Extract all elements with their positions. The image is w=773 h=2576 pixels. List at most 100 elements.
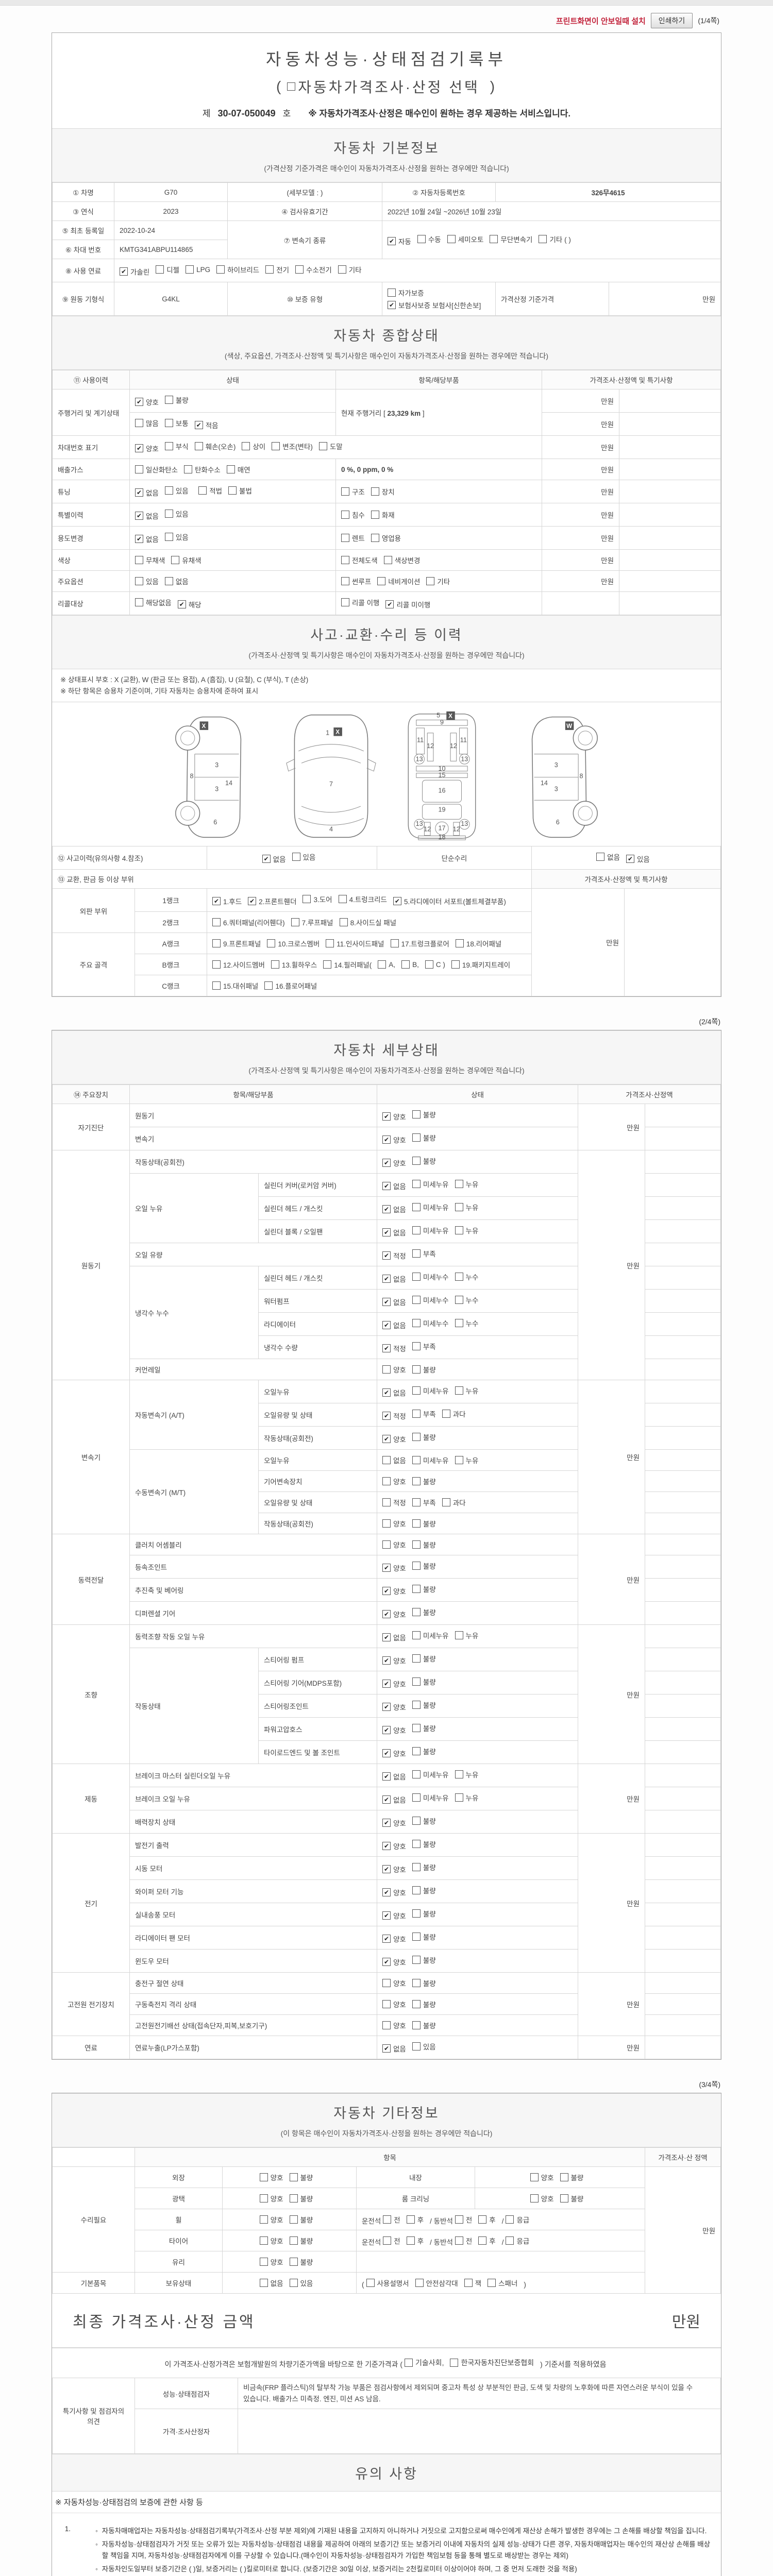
checkbox[interactable]: 사용설명서 bbox=[366, 2278, 409, 2288]
checkbox[interactable]: 매연 bbox=[226, 464, 250, 474]
checkbox[interactable]: 적음 bbox=[194, 420, 219, 430]
checkbox[interactable]: 리콜 이행 bbox=[341, 597, 379, 607]
checkbox[interactable]: 없음 bbox=[382, 1181, 406, 1191]
checkbox[interactable]: 없음 bbox=[382, 1227, 406, 1238]
checkbox[interactable]: 불량 bbox=[412, 1885, 436, 1895]
checkbox[interactable]: 불량 bbox=[412, 1676, 436, 1687]
checkbox[interactable]: 하이브리드 bbox=[216, 264, 259, 275]
checkbox[interactable]: 응급 bbox=[506, 2214, 529, 2225]
checkbox[interactable]: 1.후드 bbox=[212, 896, 242, 906]
checkbox[interactable]: 12.사이드멤버 bbox=[212, 959, 265, 970]
checkbox[interactable]: 적정 bbox=[382, 1411, 406, 1421]
checkbox[interactable]: 미세누수 bbox=[412, 1295, 449, 1305]
checkbox[interactable]: 양호 bbox=[382, 1999, 406, 2009]
checkbox[interactable]: B, bbox=[401, 960, 419, 969]
checkbox[interactable]: 양호 bbox=[382, 1563, 406, 1573]
checkbox[interactable]: 불량 bbox=[560, 2193, 583, 2204]
checkbox[interactable]: 누유 bbox=[455, 1385, 478, 1396]
checkbox[interactable]: 없음 bbox=[382, 1297, 406, 1307]
checkbox[interactable]: 있음 bbox=[164, 532, 189, 542]
checkbox[interactable]: 스패너 bbox=[488, 2278, 517, 2288]
checkbox[interactable]: 양호 bbox=[135, 397, 159, 407]
checkbox[interactable]: 양호 bbox=[530, 2193, 554, 2204]
checkbox[interactable]: 불법 bbox=[228, 485, 252, 496]
checkbox[interactable]: 불량 bbox=[412, 1723, 436, 1733]
checkbox[interactable]: 불량 bbox=[412, 1653, 436, 1664]
checkbox[interactable]: 양호 bbox=[382, 1434, 406, 1444]
checkbox[interactable]: 색상변경 bbox=[383, 555, 420, 565]
checkbox[interactable]: 양호 bbox=[382, 1887, 406, 1897]
checkbox[interactable]: 없음 bbox=[135, 534, 159, 544]
checkbox[interactable]: A, bbox=[378, 960, 395, 969]
checkbox[interactable]: 전 bbox=[455, 2214, 472, 2225]
checkbox[interactable]: 영업용 bbox=[371, 533, 401, 543]
checkbox[interactable]: 도말 bbox=[318, 441, 343, 451]
checkbox[interactable]: 잭 bbox=[464, 2278, 481, 2288]
checkbox[interactable]: 변조(변타) bbox=[272, 441, 313, 451]
checkbox[interactable]: 미세누유 bbox=[412, 1202, 449, 1212]
checkbox[interactable]: 후 bbox=[478, 2214, 496, 2225]
checkbox[interactable]: 상이 bbox=[242, 441, 265, 451]
checkbox[interactable]: 불량 bbox=[412, 2020, 436, 2030]
checkbox[interactable]: 훼손(오손) bbox=[194, 441, 236, 451]
checkbox[interactable]: 없음 bbox=[382, 1320, 406, 1330]
checkbox[interactable]: 없음 bbox=[259, 2278, 283, 2288]
print-button[interactable]: 인쇄하기 bbox=[650, 13, 693, 28]
checkbox[interactable]: 누유 bbox=[455, 1455, 478, 1465]
checkbox[interactable]: 양호 bbox=[259, 2172, 283, 2182]
checkbox[interactable]: 불량 bbox=[412, 1700, 436, 1710]
checkbox[interactable]: 양호 bbox=[382, 1111, 406, 1122]
checkbox[interactable]: 3.도어 bbox=[303, 894, 332, 904]
checkbox[interactable]: 미세누유 bbox=[412, 1455, 449, 1465]
checkbox[interactable]: 양호 bbox=[259, 2257, 283, 2267]
checkbox[interactable]: 불량 bbox=[412, 1746, 436, 1756]
checkbox[interactable]: 자가보증 bbox=[388, 287, 424, 298]
checkbox[interactable]: 없음 bbox=[382, 1455, 406, 1465]
checkbox[interactable]: 불량 bbox=[412, 1955, 436, 1965]
checkbox[interactable]: 10.크로스멤버 bbox=[267, 938, 320, 948]
checkbox[interactable]: 양호 bbox=[382, 1978, 406, 1988]
checkbox[interactable]: 불량 bbox=[412, 1999, 436, 2009]
checkbox[interactable]: 양호 bbox=[382, 1934, 406, 1944]
checkbox[interactable]: 안전삼각대 bbox=[415, 2278, 458, 2288]
checkbox[interactable]: 응급 bbox=[506, 2235, 529, 2246]
checkbox[interactable]: 불량 bbox=[289, 2214, 313, 2225]
checkbox[interactable]: 없음 bbox=[382, 1632, 406, 1642]
checkbox[interactable]: 양호 bbox=[382, 1539, 406, 1550]
checkbox[interactable]: 부족 bbox=[412, 1248, 436, 1259]
checkbox[interactable]: 일산화탄소 bbox=[135, 464, 178, 474]
checkbox[interactable]: 수동 bbox=[417, 234, 441, 244]
checkbox[interactable]: 불량 bbox=[412, 1539, 436, 1550]
checkbox[interactable]: 누유 bbox=[455, 1792, 478, 1803]
checkbox[interactable]: 불량 bbox=[412, 1908, 436, 1919]
checkbox[interactable]: 양호 bbox=[259, 2214, 283, 2225]
checkbox[interactable]: 탄화수소 bbox=[184, 464, 221, 474]
checkbox[interactable]: 불량 bbox=[412, 1132, 436, 1143]
checkbox[interactable]: 양호 bbox=[382, 2020, 406, 2030]
checkbox[interactable]: 전 bbox=[383, 2214, 400, 2225]
checkbox[interactable]: 5.라디에이터 서포트(볼트체결부품) bbox=[393, 896, 506, 906]
checkbox[interactable]: 장치 bbox=[371, 486, 395, 497]
checkbox[interactable]: 누수 bbox=[455, 1295, 478, 1305]
checkbox[interactable]: 있음 bbox=[164, 485, 189, 496]
checkbox[interactable]: 17.트렁크플로어 bbox=[390, 938, 449, 948]
checkbox[interactable]: 한국자동차진단보증협회 bbox=[450, 2358, 534, 2368]
checkbox[interactable]: 양호 bbox=[530, 2172, 554, 2182]
checkbox[interactable]: 양호 bbox=[382, 1841, 406, 1851]
checkbox[interactable]: 누유 bbox=[455, 1202, 478, 1212]
checkbox[interactable]: 14.필러패널( bbox=[323, 959, 372, 970]
checkbox[interactable]: 없음 bbox=[262, 854, 286, 864]
checkbox[interactable]: 네비게이션 bbox=[377, 576, 420, 586]
checkbox[interactable]: 부족 bbox=[412, 1497, 436, 1507]
checkbox[interactable]: LPG bbox=[186, 265, 210, 274]
checkbox[interactable]: 9.프론트패널 bbox=[212, 938, 261, 948]
checkbox[interactable]: 전체도색 bbox=[341, 555, 378, 565]
checkbox[interactable]: 미세누수 bbox=[412, 1272, 449, 1282]
checkbox[interactable]: 과다 bbox=[442, 1409, 466, 1419]
checkbox[interactable]: 침수 bbox=[341, 510, 365, 520]
checkbox[interactable]: 7.루프패널 bbox=[291, 917, 333, 927]
checkbox[interactable]: 없음 bbox=[382, 1794, 406, 1805]
checkbox[interactable]: 무채색 bbox=[135, 555, 165, 565]
checkbox[interactable]: 양호 bbox=[382, 1957, 406, 1967]
checkbox[interactable]: 13.휠하우스 bbox=[271, 959, 317, 970]
